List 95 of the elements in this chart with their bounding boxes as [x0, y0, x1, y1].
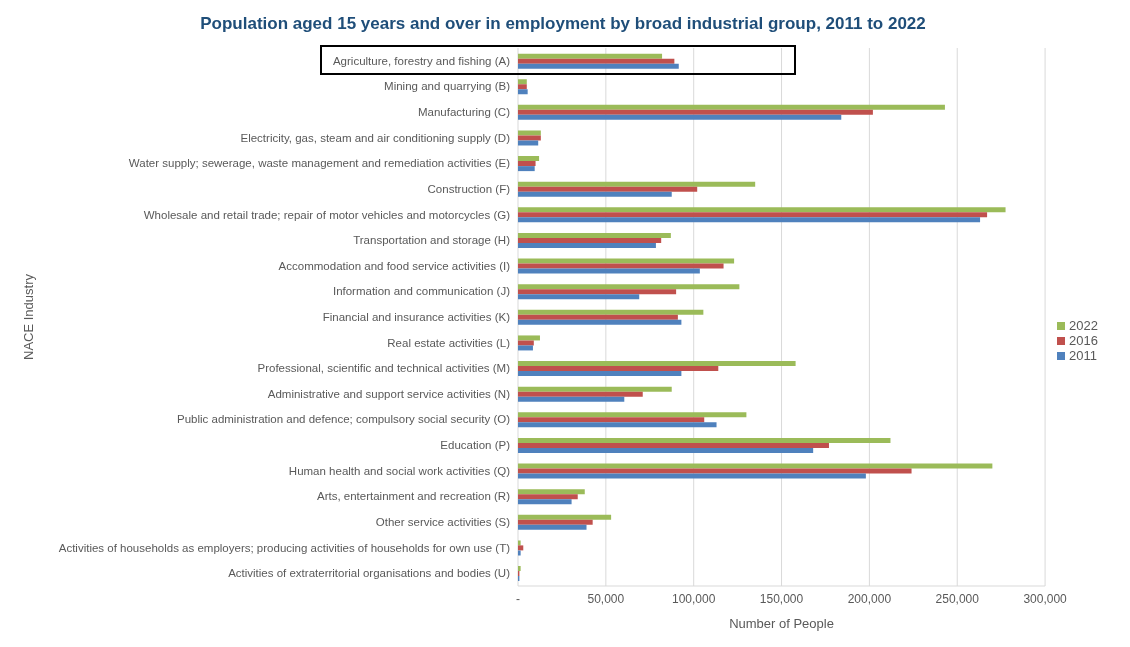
bar — [518, 412, 747, 418]
bar — [518, 519, 593, 525]
y-tick-label: Water supply; sewerage, waste management and remediation activities (E) — [128, 157, 511, 170]
bar — [518, 53, 663, 59]
y-tick-label: Public administration and defence; compulsory social security (O) — [176, 413, 511, 426]
bar — [518, 514, 612, 520]
legend-label: 2016 — [1069, 332, 1098, 348]
bar — [518, 79, 527, 85]
bar — [518, 447, 814, 453]
bar — [518, 232, 671, 238]
bar — [518, 566, 521, 572]
y-tick-label: Accommodation and food service activities (I) — [278, 259, 511, 272]
bar — [518, 417, 705, 423]
y-tick-label: Real estate activities (L) — [387, 336, 511, 349]
bar — [518, 396, 625, 402]
bar — [518, 63, 679, 69]
bar — [518, 130, 541, 136]
y-tick-label: Agriculture, forestry and fishing (A) — [332, 54, 511, 67]
bar — [518, 345, 533, 351]
x-tick-label: 250,000 — [935, 591, 980, 606]
x-tick-label: 150,000 — [759, 591, 804, 606]
legend-label: 2011 — [1069, 347, 1098, 363]
bar — [518, 289, 677, 295]
bar — [518, 114, 842, 120]
bar — [518, 140, 539, 146]
bar — [518, 335, 540, 341]
y-tick-label: Construction (F) — [427, 182, 511, 195]
bar — [518, 545, 524, 551]
bar — [518, 181, 756, 187]
y-tick-label: Other service activities (S) — [375, 515, 511, 528]
bar — [518, 386, 672, 392]
bar — [518, 294, 640, 300]
bar — [518, 494, 578, 500]
bar — [518, 437, 891, 443]
bar — [518, 340, 534, 346]
bar — [518, 463, 993, 469]
y-tick-label: Professional, scientific and technical activities (M) — [257, 362, 511, 375]
bar — [518, 371, 682, 377]
bar — [518, 263, 724, 269]
y-tick-label: Education (P) — [440, 439, 511, 452]
bar — [518, 109, 873, 115]
bar — [518, 156, 540, 162]
bar — [518, 468, 912, 474]
y-tick-label: Electricity, gas, steam and air conditioning supply (D) — [240, 131, 511, 144]
bar — [518, 191, 672, 197]
bar — [518, 319, 682, 325]
bar — [518, 104, 945, 110]
x-tick-label: 200,000 — [847, 591, 892, 606]
bar — [518, 361, 796, 367]
y-tick-label: Manufacturing (C) — [417, 106, 511, 119]
chart-title: Population aged 15 years and over in employment by broad industrial group, 2011 to 2022 — [199, 13, 927, 35]
bar — [518, 237, 662, 243]
bar — [518, 524, 587, 530]
bar — [518, 242, 656, 248]
legend-label: 2022 — [1069, 317, 1098, 333]
y-tick-label: Activities of extraterritorial organisations and bodies (U) — [228, 567, 511, 580]
bar — [518, 58, 675, 64]
bar — [518, 442, 829, 448]
x-tick-label: 300,000 — [1023, 591, 1068, 606]
x-tick-label: - — [516, 591, 520, 606]
bar — [518, 284, 740, 290]
y-tick-label: Administrative and support service activities (N) — [267, 387, 511, 400]
bar — [518, 217, 981, 223]
bar — [518, 391, 643, 397]
bar — [518, 84, 527, 90]
bar — [518, 161, 536, 167]
bar — [518, 207, 1006, 213]
y-tick-label: Information and communication (J) — [332, 285, 511, 298]
bar — [518, 268, 700, 274]
bar — [518, 212, 988, 218]
x-tick-label: 100,000 — [672, 591, 716, 606]
y-tick-label: Financial and insurance activities (K) — [322, 311, 511, 323]
bar — [518, 135, 541, 141]
bar — [518, 186, 698, 192]
bar — [518, 422, 717, 428]
bar — [518, 366, 719, 372]
bar — [518, 314, 678, 320]
y-tick-label: Mining and quarrying (B) — [384, 80, 511, 93]
y-tick-label: Transportation and storage (H) — [353, 234, 511, 247]
x-tick-label: 50,000 — [587, 591, 625, 606]
y-tick-label: Wholesale and retail trade; repair of motor vehicles and motorcycles (G) — [143, 208, 511, 221]
bar — [518, 166, 535, 172]
y-tick-label: Activities of households as employers; producing activities of households for own use (T) — [58, 541, 511, 554]
x-axis-title: Number of People — [729, 616, 834, 631]
bar — [518, 258, 735, 264]
bar — [518, 499, 572, 505]
bar — [518, 89, 528, 95]
bar — [518, 309, 704, 315]
bar — [518, 550, 521, 556]
bar — [518, 540, 521, 546]
bar — [518, 489, 585, 495]
y-tick-label: Human health and social work activities (Q) — [288, 464, 511, 477]
y-axis-title: NACE Industry — [20, 273, 36, 360]
y-tick-label: Arts, entertainment and recreation (R) — [316, 490, 511, 503]
bar — [518, 473, 866, 479]
